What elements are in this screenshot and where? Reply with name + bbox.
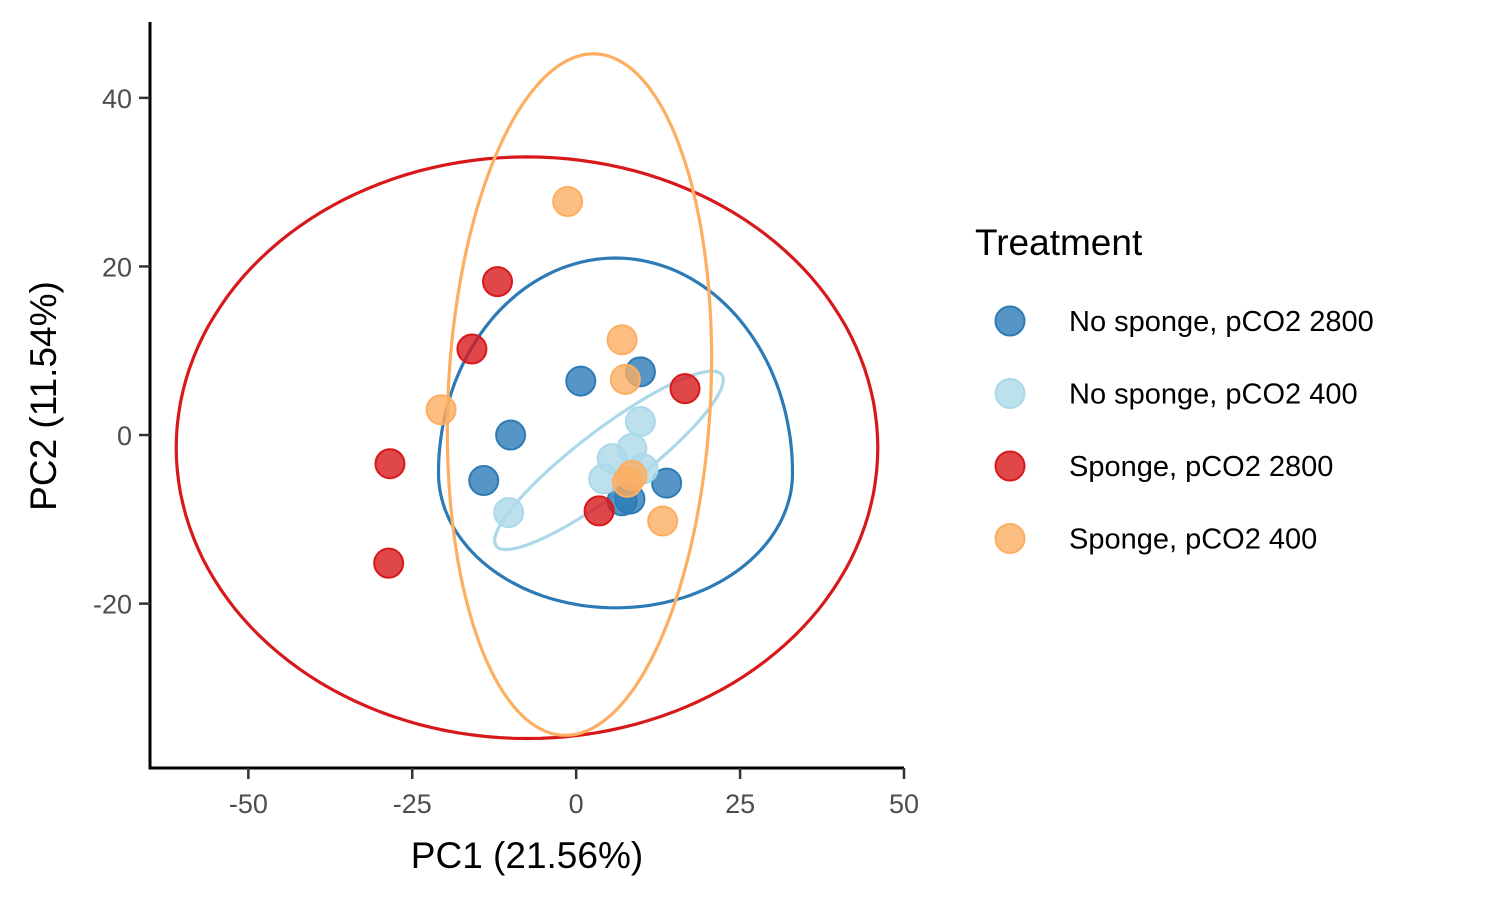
y-axis: -20 0 20 40 bbox=[93, 22, 152, 768]
legend-label: Sponge, pCO2 2800 bbox=[1069, 451, 1333, 483]
ellipse-no-sponge-pco2-400 bbox=[492, 369, 725, 552]
ellipse-sponge-pco2-400 bbox=[445, 52, 714, 737]
data-points bbox=[373, 186, 701, 579]
y-tick-label: 40 bbox=[102, 84, 132, 114]
point-no-sponge-pco2-2800 bbox=[651, 467, 683, 499]
legend-title: Treatment bbox=[975, 222, 1143, 263]
point-sponge-pco2-400 bbox=[606, 324, 638, 356]
x-axis-title: PC1 (21.56%) bbox=[411, 835, 643, 876]
point-sponge-pco2-400 bbox=[647, 505, 679, 537]
legend-label: Sponge, pCO2 400 bbox=[1069, 524, 1317, 556]
y-tick-label: 20 bbox=[102, 252, 132, 282]
x-tick-label: 25 bbox=[725, 789, 755, 819]
point-sponge-pco2-2800 bbox=[456, 333, 488, 365]
point-sponge-pco2-2800 bbox=[669, 373, 701, 405]
point-sponge-pco2-400 bbox=[552, 186, 584, 218]
legend-item-no-sponge-pco2-2800: No sponge, pCO2 2800 bbox=[994, 305, 1374, 338]
legend-item-no-sponge-pco2-400: No sponge, pCO2 400 bbox=[994, 378, 1358, 411]
legend-key bbox=[994, 305, 1026, 337]
x-axis-ticks: -50 -25 0 25 50 bbox=[229, 768, 919, 819]
point-sponge-pco2-400 bbox=[425, 394, 457, 426]
point-no-sponge-pco2-2800 bbox=[468, 465, 500, 497]
x-tick-label: -25 bbox=[393, 789, 432, 819]
point-sponge-pco2-2800 bbox=[374, 448, 406, 480]
x-tick-label: 50 bbox=[889, 789, 919, 819]
legend-item-sponge-pco2-400: Sponge, pCO2 400 bbox=[994, 523, 1317, 556]
point-sponge-pco2-400 bbox=[609, 363, 641, 395]
legend-label: No sponge, pCO2 400 bbox=[1069, 379, 1358, 411]
y-tick-label: 0 bbox=[117, 421, 132, 451]
legend-item-sponge-pco2-2800: Sponge, pCO2 2800 bbox=[994, 450, 1333, 483]
point-sponge-pco2-2800 bbox=[373, 547, 405, 579]
x-tick-label: -50 bbox=[229, 789, 268, 819]
legend-key bbox=[994, 523, 1026, 554]
ellipse-sponge-pco2-2800 bbox=[174, 155, 880, 741]
point-no-sponge-pco2-2800 bbox=[565, 365, 597, 397]
confidence-ellipses bbox=[174, 52, 880, 741]
legend-key bbox=[994, 450, 1026, 482]
point-sponge-pco2-400 bbox=[611, 466, 643, 498]
point-no-sponge-pco2-2800 bbox=[495, 419, 527, 451]
x-axis: -50 -25 0 25 50 bbox=[148, 766, 919, 819]
y-axis-ticks: -20 0 20 40 bbox=[93, 84, 150, 620]
y-axis-title: PC2 (11.54%) bbox=[23, 281, 64, 511]
legend-label: No sponge, pCO2 2800 bbox=[1069, 306, 1374, 338]
ellipse-no-sponge-pco2-2800 bbox=[436, 256, 795, 610]
point-no-sponge-pco2-400 bbox=[624, 406, 656, 438]
point-sponge-pco2-2800 bbox=[583, 495, 615, 527]
y-tick-label: -20 bbox=[93, 590, 132, 620]
point-sponge-pco2-2800 bbox=[481, 266, 513, 298]
legend-key bbox=[994, 378, 1026, 409]
legend-items: No sponge, pCO2 2800 No sponge, pCO2 400 S… bbox=[994, 305, 1374, 556]
x-tick-label: 0 bbox=[569, 789, 584, 819]
point-no-sponge-pco2-400 bbox=[493, 497, 525, 529]
